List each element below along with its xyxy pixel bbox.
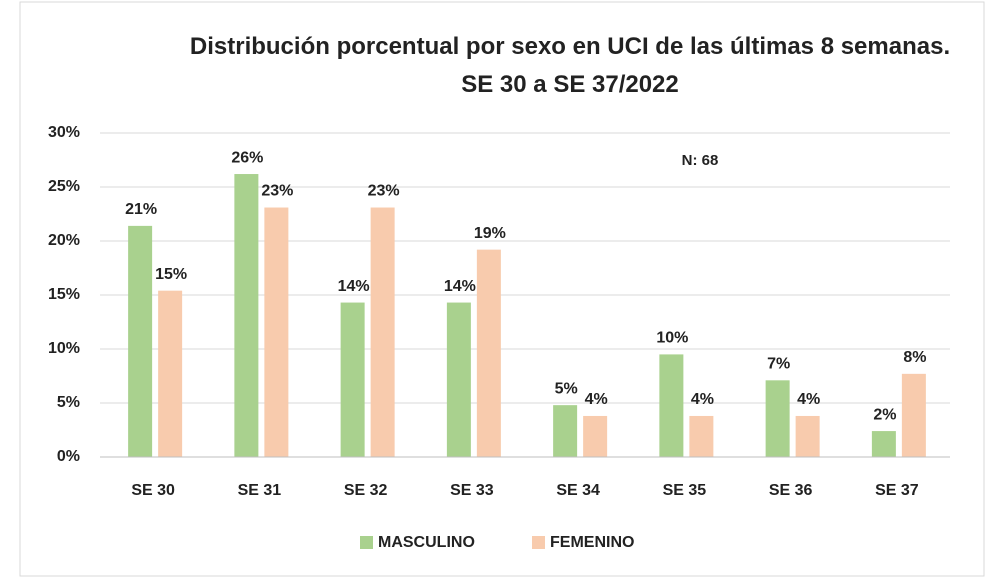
annotation: N: 68 — [682, 152, 719, 169]
bar — [901, 373, 926, 457]
legend-label: FEMENINO — [550, 534, 634, 551]
bar — [234, 174, 259, 458]
y-tick-label: 0% — [57, 448, 80, 465]
data-label: 4% — [691, 391, 714, 408]
bar — [476, 249, 501, 457]
legend-label: MASCULINO — [378, 534, 475, 551]
bar — [264, 207, 289, 457]
data-label: 23% — [368, 183, 400, 200]
bar — [340, 302, 365, 457]
y-tick-label: 20% — [48, 232, 80, 249]
data-label: 14% — [338, 278, 370, 295]
bar — [158, 290, 183, 457]
data-label: 8% — [903, 349, 926, 366]
x-tick-label: SE 33 — [450, 482, 494, 499]
data-label: 14% — [444, 278, 476, 295]
bar — [795, 415, 820, 457]
bar — [370, 207, 395, 457]
x-tick-label: SE 30 — [131, 482, 175, 499]
bar — [659, 354, 684, 457]
data-label: 4% — [585, 391, 608, 408]
y-tick-label: 5% — [57, 394, 80, 411]
chart-title: Distribución porcentual por sexo en UCI … — [189, 33, 951, 98]
x-tick-label: SE 32 — [344, 482, 388, 499]
data-label: 5% — [555, 380, 578, 397]
data-label: 10% — [656, 330, 688, 347]
data-label: 15% — [155, 266, 187, 283]
x-tick-label: SE 34 — [556, 482, 600, 499]
x-tick-label: SE 31 — [238, 482, 282, 499]
bar — [765, 380, 790, 457]
y-tick-label: 10% — [48, 340, 80, 357]
data-label: 4% — [797, 391, 820, 408]
x-tick-label: SE 36 — [769, 482, 813, 499]
data-label: 23% — [261, 183, 293, 200]
data-label: 19% — [474, 225, 506, 242]
bar — [128, 225, 153, 457]
y-tick-label: 25% — [48, 178, 80, 195]
chart-border — [19, 1, 985, 577]
y-tick-label: 30% — [48, 124, 80, 141]
legend-swatch — [532, 536, 545, 549]
bar — [871, 431, 896, 457]
bar — [446, 302, 471, 457]
data-label: 2% — [873, 406, 896, 423]
x-tick-label: SE 35 — [663, 482, 707, 499]
bar — [689, 415, 714, 457]
bar — [583, 415, 608, 457]
data-label: 21% — [125, 201, 157, 218]
data-label: 7% — [767, 356, 790, 373]
data-label: 26% — [231, 149, 263, 166]
bar — [553, 405, 578, 457]
y-tick-label: 15% — [48, 286, 80, 303]
legend-swatch — [360, 536, 373, 549]
x-tick-label: SE 37 — [875, 482, 919, 499]
